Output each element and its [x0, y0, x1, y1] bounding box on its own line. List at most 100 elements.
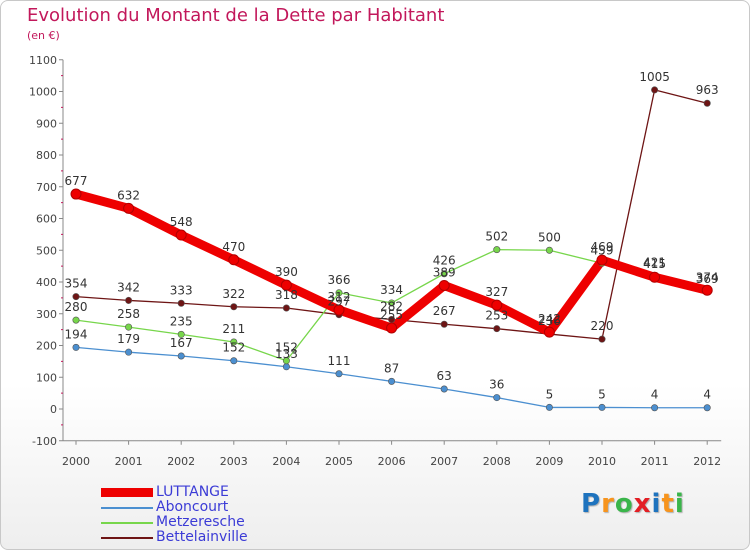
- data-point: [230, 338, 238, 346]
- data-point: [125, 323, 133, 331]
- logo-letter: r: [601, 489, 615, 519]
- x-tick-label: 2003: [220, 455, 248, 468]
- legend-label-metzeresche: Metzeresche: [156, 514, 245, 530]
- logo-letter: t: [661, 489, 675, 519]
- data-point: [333, 304, 345, 316]
- legend-swatch-metzeresche: [101, 522, 153, 524]
- legend-swatch-bettelainville: [101, 537, 153, 539]
- data-label: 548: [170, 215, 193, 229]
- x-tick-label: 2006: [378, 455, 406, 468]
- data-label: 354: [65, 277, 88, 291]
- data-point: [596, 254, 608, 266]
- legend-item-aboncourt: Aboncourt: [101, 500, 301, 515]
- chart-unit: (en €): [27, 29, 60, 42]
- data-point: [388, 299, 396, 307]
- data-label: 502: [485, 230, 508, 244]
- data-label: 470: [222, 240, 245, 254]
- data-label: 369: [696, 272, 719, 286]
- logo-letter: i: [651, 489, 662, 519]
- data-label: 390: [275, 265, 298, 279]
- data-label: 426: [433, 254, 456, 268]
- data-point: [440, 385, 448, 393]
- x-tick-label: 2009: [535, 455, 563, 468]
- data-label: 342: [117, 280, 140, 294]
- legend-swatch-luttange: [101, 488, 153, 497]
- y-tick-label: -100: [32, 435, 57, 448]
- data-label: 133: [275, 347, 298, 361]
- data-label: 4: [703, 388, 711, 402]
- data-point: [282, 357, 290, 365]
- y-tick-label: 1000: [29, 86, 57, 99]
- y-tick-label: 500: [36, 244, 57, 257]
- legend-label-luttange: LUTTANGE: [156, 484, 229, 500]
- x-tick-label: 2011: [641, 455, 669, 468]
- legend-label-aboncourt: Aboncourt: [156, 499, 229, 515]
- data-label: 312: [328, 290, 351, 304]
- data-point: [493, 246, 501, 254]
- y-tick-label: 400: [36, 276, 57, 289]
- data-point: [125, 348, 133, 356]
- data-point: [177, 299, 185, 307]
- data-point: [386, 322, 398, 334]
- data-label: 267: [433, 304, 456, 318]
- legend-swatch-aboncourt: [101, 507, 153, 509]
- data-point: [493, 325, 501, 333]
- data-point: [440, 320, 448, 328]
- data-label: 242: [538, 312, 561, 326]
- data-label: 334: [380, 283, 403, 297]
- y-tick-label: 700: [36, 181, 57, 194]
- data-point: [177, 330, 185, 338]
- data-label: 280: [65, 300, 88, 314]
- data-label: 459: [591, 243, 614, 257]
- x-tick-label: 2008: [483, 455, 511, 468]
- chart-title: Evolution du Montant de la Dette par Hab…: [27, 5, 445, 26]
- data-point: [72, 316, 80, 324]
- x-tick-label: 2007: [430, 455, 458, 468]
- data-label: 5: [546, 387, 554, 401]
- y-tick-label: 100: [36, 371, 57, 384]
- data-label: 1005: [639, 70, 670, 84]
- data-label: 111: [328, 354, 351, 368]
- data-label: 632: [117, 188, 140, 202]
- data-point: [228, 254, 240, 266]
- y-tick-label: 300: [36, 308, 57, 321]
- data-point: [230, 303, 238, 311]
- data-label: 167: [170, 336, 193, 350]
- logo-letter: i: [674, 489, 685, 519]
- data-label: 36: [489, 378, 504, 392]
- data-label: 255: [380, 308, 403, 322]
- data-label: 297: [328, 295, 351, 309]
- data-point: [543, 326, 555, 338]
- data-label: 5: [598, 387, 606, 401]
- logo-letter: P: [581, 489, 602, 519]
- data-point: [280, 279, 292, 291]
- data-point: [177, 352, 185, 360]
- data-point: [175, 229, 187, 241]
- x-tick-label: 2002: [167, 455, 195, 468]
- data-label: 236: [538, 314, 561, 328]
- data-label: 469: [591, 240, 614, 254]
- data-label: 677: [65, 174, 88, 188]
- legend-item-metzeresche: Metzeresche: [101, 515, 301, 530]
- data-point: [651, 404, 659, 412]
- data-label: 500: [538, 230, 561, 244]
- logo-letter: x: [633, 489, 652, 519]
- data-label: 179: [117, 332, 140, 346]
- data-point: [72, 343, 80, 351]
- legend-item-bettelainville: Bettelainville: [101, 530, 301, 545]
- data-point: [491, 299, 503, 311]
- data-point: [440, 270, 448, 278]
- data-label: 333: [170, 283, 193, 297]
- data-point: [649, 271, 661, 283]
- data-label: 282: [380, 299, 403, 313]
- data-label: 366: [328, 273, 351, 287]
- data-label: 63: [437, 369, 452, 383]
- y-tick-label: 1100: [29, 54, 57, 67]
- data-point: [70, 188, 82, 200]
- data-point: [123, 202, 135, 214]
- y-tick-label: 600: [36, 213, 57, 226]
- x-tick-label: 2012: [693, 455, 721, 468]
- data-label: 235: [170, 314, 193, 328]
- data-point: [703, 404, 711, 412]
